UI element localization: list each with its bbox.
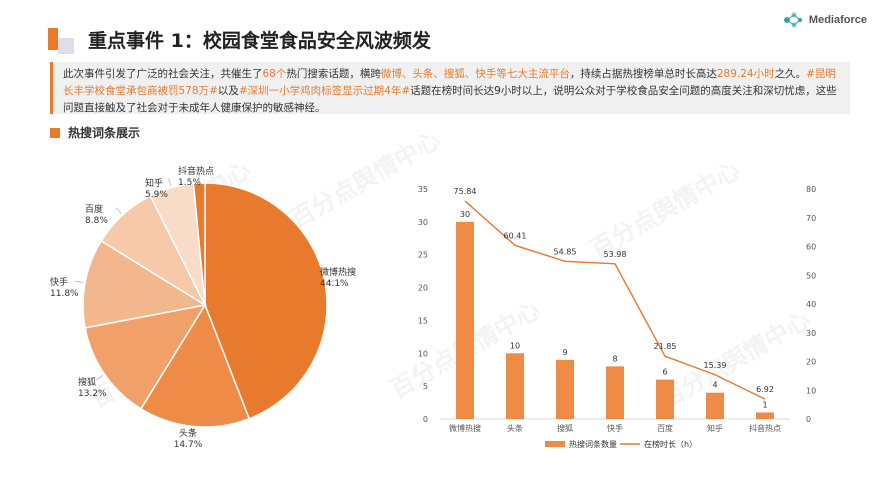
bar xyxy=(456,221,474,419)
x-axis-tick: 搜狐 xyxy=(557,423,573,433)
pie-leader-line xyxy=(75,280,84,283)
pie-leader-line xyxy=(326,280,335,283)
line-value-label: 75.84 xyxy=(454,187,477,196)
bar-value-label: 10 xyxy=(510,341,520,350)
bar xyxy=(706,392,724,419)
line-value-label: 15.39 xyxy=(704,361,727,370)
bar-value-label: 6 xyxy=(662,368,667,377)
right-axis-tick: 30 xyxy=(806,329,816,338)
pie-leader-line xyxy=(192,428,195,437)
right-axis-tick: 40 xyxy=(806,300,816,309)
title-accent-bar xyxy=(48,28,58,50)
x-axis-tick: 快手 xyxy=(607,423,623,433)
bar xyxy=(656,379,674,419)
pie-value-label: 13.2% xyxy=(78,389,107,399)
title-accent-square xyxy=(58,38,74,54)
page-title: 重点事件 1：校园食堂食品安全风波频发 xyxy=(88,30,431,52)
pie-category-label: 快手 xyxy=(50,276,68,288)
pie-leader-line xyxy=(96,375,104,381)
pie-leader-line xyxy=(115,207,122,214)
left-axis-tick: 30 xyxy=(418,218,428,227)
bar-value-label: 9 xyxy=(562,348,567,357)
left-axis-tick: 35 xyxy=(418,185,428,194)
pie-slice xyxy=(204,182,328,420)
legend-bar-label: 热搜词条数量 xyxy=(569,439,617,449)
intro-text: 话题在榜时间长达9小时以上，说明公众对于学校食品安全问题的高度关注和深切忧虑，这… xyxy=(63,85,837,114)
x-axis-tick: 知乎 xyxy=(707,423,723,433)
intro-text: 之久。 xyxy=(774,68,807,80)
right-axis-tick: 20 xyxy=(806,358,816,367)
pie-category-label: 搜狐 xyxy=(78,376,96,388)
x-axis-tick: 微博热搜 xyxy=(449,423,481,433)
pie-category-label: 抖音热点 xyxy=(178,165,214,177)
legend-bar-swatch xyxy=(545,441,565,447)
x-axis-tick: 百度 xyxy=(657,423,673,433)
pie-slice xyxy=(139,303,251,428)
intro-text: 热门搜索话题，横跨 xyxy=(286,68,381,80)
line-value-label: 21.85 xyxy=(654,342,677,351)
section-heading: 热搜词条展示 xyxy=(50,124,140,141)
pie-slice xyxy=(192,182,206,306)
intro-text: 以及 xyxy=(217,85,239,97)
bar xyxy=(606,366,624,419)
line-value-label: 54.85 xyxy=(554,247,577,256)
pie-slice xyxy=(82,239,208,329)
right-axis-tick: 50 xyxy=(806,271,816,280)
pie-leader-line xyxy=(168,178,172,186)
right-axis-tick: 60 xyxy=(806,243,816,252)
intro-highlight: 68个 xyxy=(262,68,287,80)
pie-value-label: 5.9% xyxy=(145,190,168,200)
left-axis-tick: 5 xyxy=(423,382,428,391)
left-axis-tick: 10 xyxy=(418,349,428,358)
intro-highlight: 微博、头条、搜狐、快手等七大主流平台 xyxy=(380,68,570,80)
line-series xyxy=(464,200,766,400)
legend-line-label: 在榜时长（h） xyxy=(644,439,697,449)
bar-value-label: 4 xyxy=(712,381,717,390)
left-axis-tick: 25 xyxy=(418,251,428,260)
intro-highlight: #昆明长丰学校食堂承包商被罚578万# xyxy=(63,68,836,97)
pie-value-label: 11.8% xyxy=(50,289,79,299)
right-axis-tick: 10 xyxy=(806,386,816,395)
section-label: 热搜词条展示 xyxy=(68,126,141,140)
bar-value-label: 8 xyxy=(612,354,617,363)
pie-category-label: 微博热搜 xyxy=(320,266,356,278)
intro-highlight: 289.24小时 xyxy=(716,68,775,80)
right-axis-tick: 80 xyxy=(806,185,816,194)
bar-value-label: 1 xyxy=(762,400,767,409)
right-axis-tick: 70 xyxy=(806,214,816,223)
line-value-label: 6.92 xyxy=(756,385,774,394)
right-axis-tick: 0 xyxy=(806,415,811,424)
bar-value-label: 30 xyxy=(460,210,470,219)
bar xyxy=(556,359,574,419)
intro-text: 此次事件引发了广泛的社会关注，共催生了 xyxy=(63,68,263,80)
mediaforce-logo-icon xyxy=(783,12,802,28)
logo-text: Mediaforce xyxy=(808,14,867,26)
line-value-label: 60.41 xyxy=(504,231,527,240)
pie-slice xyxy=(84,303,207,410)
bar xyxy=(506,353,524,419)
logo: Mediaforce xyxy=(781,10,867,30)
bar xyxy=(756,412,774,419)
pie-value-label: 44.1% xyxy=(320,279,349,289)
pie-category-label: 知乎 xyxy=(145,177,163,189)
pie-category-label: 百度 xyxy=(85,203,103,215)
line-value-label: 53.98 xyxy=(604,250,627,259)
intro-text: ，持续占据热搜榜单总时长高达 xyxy=(569,68,717,80)
section-square-icon xyxy=(50,127,60,138)
x-axis-tick: 抖音热点 xyxy=(749,423,781,433)
pie-value-label: 14.7% xyxy=(174,440,203,450)
pie-value-label: 1.5% xyxy=(178,178,201,188)
left-axis-tick: 20 xyxy=(418,284,428,293)
x-axis-tick: 头条 xyxy=(507,423,523,433)
intro-highlight: #深圳一小学鸡肉标签显示过期4年# xyxy=(238,85,411,97)
pie-value-label: 8.8% xyxy=(85,216,108,226)
intro-paragraph: 此次事件引发了广泛的社会关注，共催生了68个热门搜索话题，横跨微博、头条、搜狐、… xyxy=(50,62,850,114)
left-axis-tick: 15 xyxy=(418,316,428,325)
left-axis-tick: 0 xyxy=(423,415,428,424)
pie-category-label: 头条 xyxy=(179,427,197,439)
